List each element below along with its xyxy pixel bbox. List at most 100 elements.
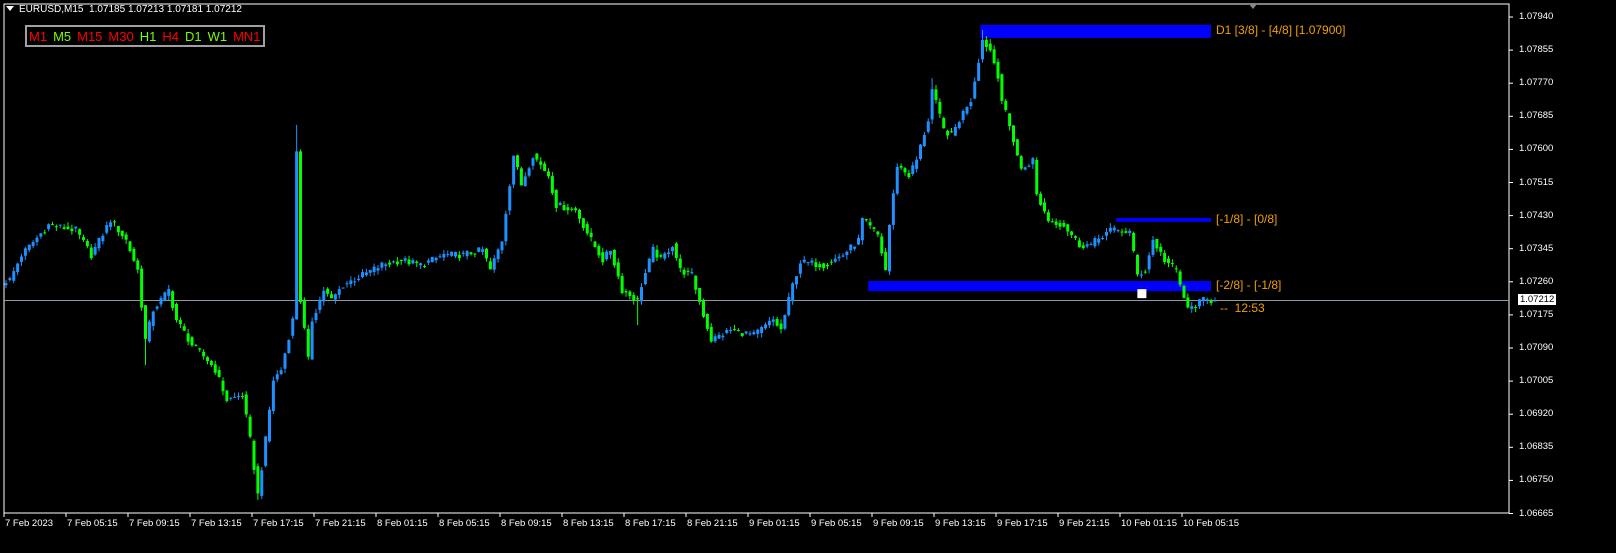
candle: [159, 295, 163, 308]
candle-body: [457, 254, 461, 259]
candle: [1205, 297, 1209, 304]
timeframe-m1[interactable]: M1: [29, 28, 48, 44]
candle-body: [953, 126, 957, 136]
candle-body: [554, 189, 558, 208]
candle-body: [888, 225, 891, 272]
candle-body: [51, 224, 54, 226]
candle: [578, 208, 581, 224]
candle-body: [922, 134, 926, 147]
candle: [1112, 225, 1116, 233]
collapse-triangle-icon[interactable]: [6, 6, 14, 11]
candle: [694, 275, 698, 295]
candle-body: [361, 272, 364, 278]
candle: [430, 256, 434, 263]
candle: [20, 253, 23, 266]
candle-body: [946, 130, 950, 136]
candle: [233, 392, 237, 398]
candle: [473, 253, 477, 258]
candle: [299, 149, 302, 304]
candle: [597, 243, 601, 259]
candle: [643, 268, 647, 286]
timeframe-mn1[interactable]: MN1: [233, 28, 261, 44]
candle-body: [454, 252, 457, 257]
candle: [225, 390, 229, 403]
candle-body: [740, 333, 744, 336]
candle-body: [961, 110, 965, 120]
candle: [403, 256, 407, 264]
candle: [934, 85, 938, 104]
y-tick-label: 1.06920: [1519, 408, 1554, 420]
chart-header: EURUSD,M15 1.07185 1.07213 1.07181 1.072…: [6, 4, 242, 15]
candle-body: [419, 263, 423, 266]
candle-body: [574, 208, 578, 211]
candle: [810, 258, 814, 266]
candle: [957, 120, 961, 130]
candle-body: [1066, 224, 1070, 232]
timeframe-m30[interactable]: M30: [108, 28, 134, 44]
candle-body: [82, 237, 85, 240]
candle-body: [562, 205, 566, 211]
candle-body: [58, 224, 62, 226]
candle-body: [105, 225, 109, 233]
candle-body: [605, 251, 609, 260]
candle: [663, 251, 667, 261]
murrey-level-band[interactable]: [868, 281, 1211, 292]
murrey-level-band[interactable]: [1116, 217, 1211, 222]
timeframe-d1[interactable]: D1: [184, 28, 202, 44]
candle: [426, 258, 430, 266]
candle: [508, 184, 512, 215]
candle-body: [973, 81, 977, 99]
candle: [395, 256, 399, 267]
candle: [531, 157, 535, 170]
candle: [113, 219, 116, 227]
candle-body: [616, 262, 620, 277]
timeframe-w1[interactable]: W1: [207, 28, 228, 44]
candle: [268, 406, 271, 443]
x-tick-label: 7 Feb 09:15: [129, 518, 180, 529]
candle: [899, 163, 903, 170]
timeframe-m5[interactable]: M5: [53, 28, 72, 44]
candle: [566, 203, 570, 215]
murrey-level-band[interactable]: [980, 24, 1212, 39]
marker-square-icon[interactable]: [1137, 289, 1147, 299]
x-tick-label: 8 Feb 17:15: [625, 518, 676, 529]
candle: [981, 29, 984, 63]
candle-body: [12, 271, 16, 281]
candle: [287, 339, 291, 354]
candle: [70, 224, 74, 235]
candle: [795, 275, 798, 289]
candle-body: [310, 321, 314, 360]
level-label: [-1/8] - [0/8]: [1216, 211, 1278, 226]
candle: [256, 463, 260, 500]
candle-body: [1209, 300, 1213, 304]
candle: [283, 352, 287, 373]
timeframe-h4[interactable]: H4: [162, 28, 179, 44]
candle: [1031, 157, 1035, 169]
candle-body: [465, 251, 469, 257]
candle: [837, 253, 841, 262]
candle-body: [872, 227, 876, 229]
chart-shift-marker-icon[interactable]: [1249, 4, 1257, 9]
candle: [1143, 269, 1147, 274]
bar-countdown: -- 12:53: [1220, 301, 1265, 316]
candle-body: [275, 374, 279, 380]
candle: [213, 360, 217, 375]
candle-body: [810, 260, 814, 263]
candle-body: [647, 258, 651, 273]
candle-body: [1054, 221, 1058, 225]
candle-body: [93, 247, 97, 255]
candle: [988, 39, 992, 53]
candle: [345, 280, 349, 288]
candle-body: [1167, 258, 1170, 263]
candle-body: [1093, 238, 1097, 247]
level-label: [-2/8] - [-1/8]: [1216, 278, 1282, 293]
candle-body: [508, 186, 512, 211]
candle-body: [1108, 227, 1112, 232]
candle: [1178, 269, 1182, 287]
candle-body: [128, 241, 132, 252]
timeframe-m15[interactable]: M15: [77, 28, 103, 44]
candle: [523, 172, 527, 187]
timeframe-h1[interactable]: H1: [139, 28, 157, 44]
candle-body: [461, 252, 465, 254]
